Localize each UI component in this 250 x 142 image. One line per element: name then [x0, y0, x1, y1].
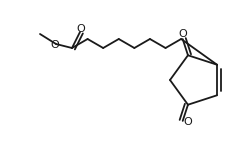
- Text: O: O: [50, 40, 59, 50]
- Text: O: O: [76, 24, 86, 34]
- Text: O: O: [178, 29, 187, 39]
- Text: O: O: [183, 117, 192, 127]
